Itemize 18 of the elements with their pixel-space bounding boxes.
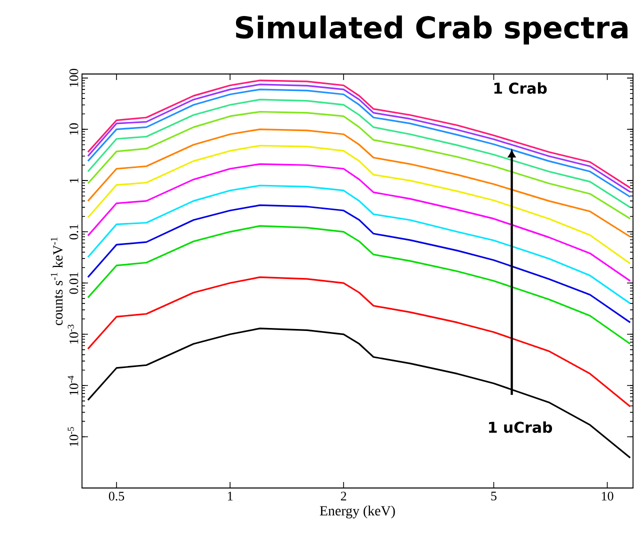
y-tick-label: 10$^{-3}$	[68, 324, 78, 344]
x-tick-label: 2	[340, 492, 346, 500]
annotation: 1 uCrab	[489, 421, 552, 433]
x-tick-label: 5	[491, 492, 496, 500]
annotation: 1 Crab	[494, 82, 547, 94]
x-axis-title: Energy (keV)	[320, 506, 395, 518]
y-tick-label: 100	[69, 68, 78, 87]
y-tick-label: 0.1	[69, 224, 78, 240]
y-axis-title: counts s$^{-1}$ keV$^{-1}$	[50, 237, 63, 326]
x-tick-label: 1	[228, 492, 233, 500]
y-tick-label: 0.01	[69, 272, 78, 294]
x-tick-label: 0.5	[108, 492, 124, 501]
x-tick-label: 10	[602, 492, 614, 501]
y-tick-label: 10	[69, 123, 78, 135]
y-tick-label: 1	[70, 178, 78, 183]
chart-title: Simulated Crab spectra	[236, 16, 628, 44]
y-tick-label: 10$^{-4}$	[68, 376, 78, 395]
y-tick-label: 10$^{-5}$	[68, 427, 78, 446]
